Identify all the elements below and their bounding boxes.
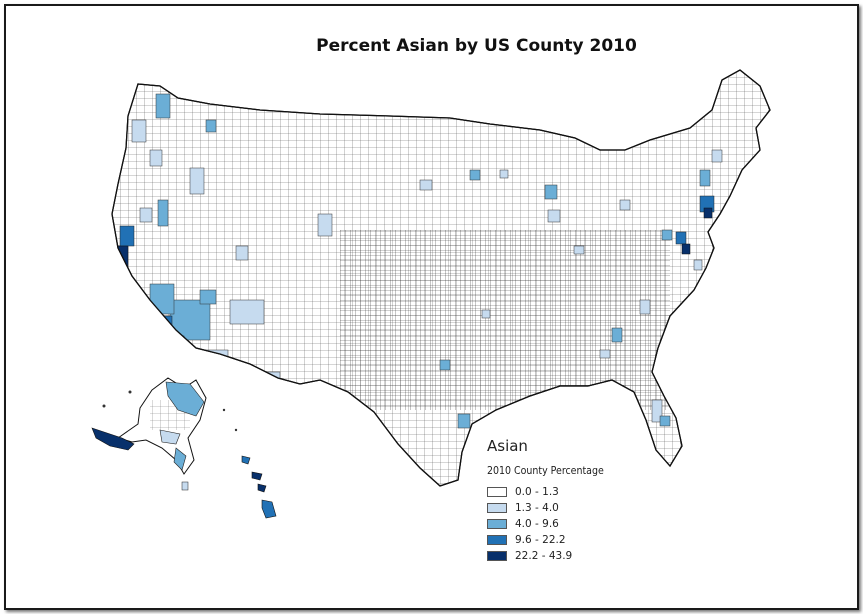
legend-swatch — [487, 551, 507, 561]
legend-label: 0.0 - 1.3 — [515, 486, 559, 498]
alaska — [91, 377, 238, 491]
legend-item: 0.0 - 1.3 — [487, 484, 604, 500]
legend-label: 4.0 - 9.6 — [515, 518, 559, 530]
legend-title: Asian — [487, 437, 528, 455]
map-legend: Asian 2010 County Percentage 0.0 - 1.3 1… — [487, 437, 604, 564]
legend-item: 1.3 - 4.0 — [487, 500, 604, 516]
legend-label: 9.6 - 22.2 — [515, 534, 566, 546]
legend-item: 4.0 - 9.6 — [487, 516, 604, 532]
contiguous-us — [111, 69, 771, 487]
legend-subtitle: 2010 County Percentage — [487, 465, 604, 477]
legend-swatch — [487, 535, 507, 545]
legend-swatch — [487, 503, 507, 513]
legend-swatch — [487, 487, 507, 497]
legend-item: 22.2 - 43.9 — [487, 548, 604, 564]
legend-swatch — [487, 519, 507, 529]
legend-item: 9.6 - 22.2 — [487, 532, 604, 548]
map-title: Percent Asian by US County 2010 — [316, 36, 637, 56]
hawaii — [241, 455, 277, 519]
legend-label: 1.3 - 4.0 — [515, 502, 559, 514]
legend-label: 22.2 - 43.9 — [515, 550, 573, 562]
